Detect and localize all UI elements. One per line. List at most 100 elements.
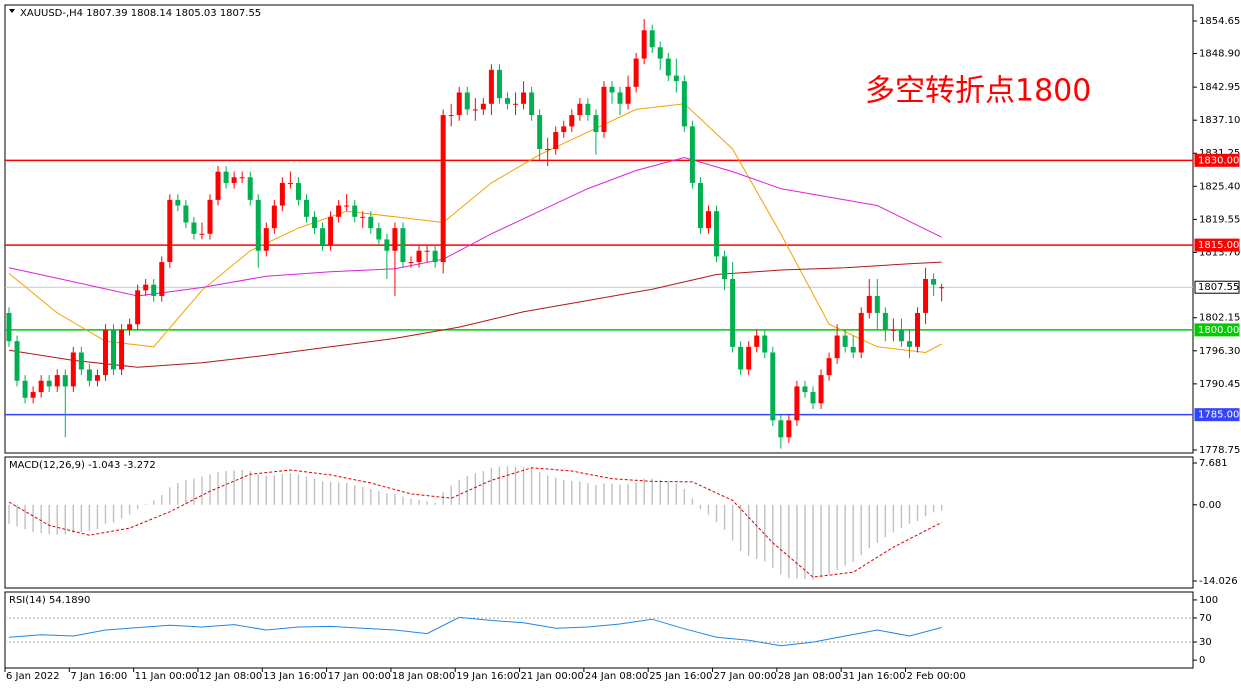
- signal-line: [8, 467, 942, 578]
- level-label-box: [1194, 280, 1240, 294]
- candle-body: [400, 228, 406, 263]
- candle-body: [199, 233, 205, 235]
- candle-body: [553, 132, 559, 150]
- moving-average: [8, 156, 942, 297]
- candle-body: [866, 295, 872, 313]
- candle-body: [151, 284, 157, 296]
- y-tick-label: 7.681: [1199, 458, 1228, 469]
- x-tick-label: 24 Jan 08:00: [585, 671, 648, 682]
- candle-body: [915, 312, 921, 347]
- x-tick-label: 11 Jan 00:00: [135, 671, 198, 682]
- candle-body: [521, 92, 527, 104]
- candle-body: [488, 69, 494, 104]
- candle-body: [295, 182, 301, 200]
- y-tick-label: 0: [1199, 655, 1205, 666]
- candle-body: [46, 380, 52, 387]
- candle-body: [312, 216, 318, 229]
- panel-frame: [4, 4, 1194, 454]
- candle-body: [215, 171, 221, 200]
- candle-body: [78, 352, 84, 370]
- y-tick-label: 1819.55: [1199, 214, 1240, 225]
- candle-body: [183, 205, 189, 223]
- candle-body: [167, 199, 173, 263]
- candle-body: [384, 239, 390, 251]
- candle-body: [135, 290, 141, 325]
- candle-body: [746, 346, 752, 370]
- candle-body: [738, 346, 744, 370]
- level-label-box: [1194, 153, 1240, 167]
- candle-body: [593, 115, 599, 133]
- y-tick-label: 1831.25: [1199, 148, 1240, 159]
- candle-body: [786, 420, 792, 438]
- panel-frame: [4, 591, 1194, 669]
- candle-body: [665, 58, 671, 76]
- candle-body: [448, 115, 454, 117]
- candle-body: [14, 341, 20, 381]
- menu-arrow: [9, 9, 15, 13]
- candle-body: [191, 222, 197, 234]
- candle-body: [62, 375, 68, 387]
- level-label: 1830.00: [1198, 155, 1239, 166]
- y-tick-label: 30: [1199, 637, 1212, 648]
- candle-body: [392, 228, 398, 251]
- candle-body: [874, 295, 880, 313]
- x-tick-label: 17 Jan 00:00: [328, 671, 391, 682]
- y-tick-label: 1837.10: [1199, 115, 1240, 126]
- candle-body: [673, 75, 679, 82]
- candle-body: [810, 392, 816, 404]
- candle-body: [279, 182, 285, 206]
- x-tick-label: 25 Jan 16:00: [649, 671, 712, 682]
- candle-body: [456, 92, 462, 116]
- candle-body: [86, 369, 92, 381]
- candle-body: [633, 58, 639, 87]
- x-tick-label: 27 Jan 00:00: [714, 671, 777, 682]
- candle-body: [207, 199, 213, 234]
- candle-body: [6, 312, 12, 342]
- level-label: 1807.55: [1198, 282, 1239, 293]
- candle-body: [714, 211, 720, 257]
- candle-body: [38, 380, 44, 393]
- candle-body: [102, 329, 108, 376]
- candle-body: [601, 86, 607, 133]
- x-tick-label: 12 Jan 08:00: [199, 671, 262, 682]
- y-tick-label: 1796.30: [1199, 346, 1240, 357]
- candle-body: [496, 69, 502, 99]
- y-tick-label: 70: [1199, 613, 1212, 624]
- candle-body: [898, 329, 904, 342]
- candle-body: [730, 279, 736, 347]
- candle-body: [127, 324, 133, 330]
- candle-body: [770, 352, 776, 421]
- candle-body: [826, 358, 832, 376]
- candle-body: [818, 375, 824, 404]
- candle-body: [705, 211, 711, 229]
- candle-body: [175, 199, 181, 206]
- candle-body: [681, 81, 687, 127]
- candle-body: [376, 228, 382, 240]
- level-label: 1815.00: [1198, 240, 1239, 251]
- level-label-box: [1194, 238, 1240, 252]
- candle-body: [585, 103, 591, 116]
- y-tick-label: 0.00: [1199, 500, 1221, 511]
- candle-body: [22, 380, 28, 398]
- candle-body: [472, 109, 478, 111]
- candle-body: [464, 92, 470, 110]
- candle-body: [697, 182, 703, 229]
- y-tick-label: 1813.70: [1199, 247, 1240, 258]
- level-label: 1785.00: [1198, 410, 1239, 421]
- candle-body: [440, 115, 446, 263]
- candle-body: [223, 171, 229, 183]
- candle-body: [513, 103, 519, 105]
- candle-body: [802, 386, 808, 393]
- candle-body: [239, 177, 245, 179]
- x-tick-label: 21 Jan 00:00: [521, 671, 584, 682]
- candle-body: [352, 205, 358, 217]
- level-label: 1800.00: [1198, 325, 1239, 336]
- candle-body: [537, 115, 543, 150]
- panel-title: RSI(14) 54.1890: [9, 595, 90, 606]
- y-tick-label: 1842.95: [1199, 82, 1240, 93]
- candle-body: [408, 262, 414, 264]
- candle-body: [657, 47, 663, 59]
- x-tick-label: 13 Jan 16:00: [263, 671, 326, 682]
- x-tick-label: 31 Jan 16:00: [842, 671, 905, 682]
- candle-body: [54, 375, 60, 387]
